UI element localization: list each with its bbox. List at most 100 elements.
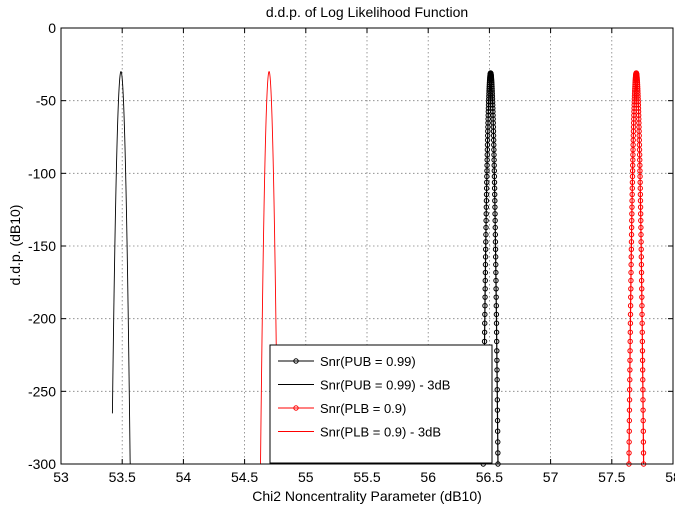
series-point xyxy=(626,387,633,393)
series-point xyxy=(481,338,488,345)
chart-title: d.d.p. of Log Likelihood Function xyxy=(266,4,468,20)
x-tick-label: 53 xyxy=(53,469,69,485)
x-tick-label: 57.5 xyxy=(598,469,625,485)
series-point xyxy=(634,80,641,86)
legend-marker xyxy=(293,405,299,411)
series-point xyxy=(640,417,646,424)
series-point xyxy=(491,162,497,168)
series-point xyxy=(483,198,490,204)
series-point xyxy=(482,261,489,268)
series-point xyxy=(489,96,496,102)
series-point xyxy=(635,90,641,97)
series-point xyxy=(482,311,488,318)
y-tick-label: 0 xyxy=(48,20,56,36)
x-tick-label: 56 xyxy=(420,469,436,485)
series-4 xyxy=(260,71,279,465)
series-point xyxy=(492,246,499,253)
series-point xyxy=(492,204,498,210)
series-point xyxy=(494,377,500,383)
series-point xyxy=(483,224,489,231)
legend: Snr(PUB = 0.99) Snr(PUB = 0.99) - 3dB Snr(… xyxy=(269,344,493,464)
x-tick-label: 54 xyxy=(176,469,192,485)
series-point xyxy=(629,198,635,204)
series-point xyxy=(483,185,490,191)
series-point xyxy=(638,269,645,276)
series-point xyxy=(482,303,488,309)
series-point xyxy=(638,231,644,238)
series-point xyxy=(637,162,643,168)
series-point xyxy=(639,367,646,373)
series-point xyxy=(628,261,634,268)
legend-item: Snr(PLB = 0.9) xyxy=(278,401,406,416)
series-point xyxy=(628,224,635,231)
series-point xyxy=(640,397,646,403)
series-point xyxy=(489,90,495,97)
series-point xyxy=(493,269,499,276)
series-point xyxy=(483,217,489,224)
x-axis-label: Chi2 Noncentrality Parameter (dB10) xyxy=(252,488,482,504)
x-tick-label: 55.5 xyxy=(353,469,380,485)
series-point xyxy=(635,96,641,102)
series-point xyxy=(640,407,646,413)
series-point xyxy=(636,147,643,153)
series-point xyxy=(635,112,642,118)
series-point xyxy=(635,93,641,99)
series-point xyxy=(635,108,642,115)
series-point xyxy=(640,439,647,445)
series-point xyxy=(492,211,498,217)
series-point xyxy=(639,286,645,292)
series-point xyxy=(629,217,635,224)
series-point xyxy=(491,179,498,185)
series-point xyxy=(637,191,644,198)
series-point xyxy=(639,338,646,345)
series-point xyxy=(493,320,500,326)
series-point xyxy=(628,277,634,284)
series-point xyxy=(626,407,633,413)
x-tick-label: 56.5 xyxy=(476,469,503,485)
series-point xyxy=(627,348,633,354)
series-point xyxy=(492,254,499,260)
series-point xyxy=(627,303,634,309)
series-point xyxy=(485,116,491,122)
series-point xyxy=(494,387,500,393)
series-point xyxy=(638,254,645,260)
series-point xyxy=(640,450,647,456)
series-point xyxy=(626,397,633,403)
series-point xyxy=(494,417,501,424)
x-tick-label: 55 xyxy=(298,469,314,485)
series-point xyxy=(493,294,499,300)
series-point xyxy=(482,246,489,253)
series-point xyxy=(494,407,501,413)
series-point xyxy=(627,329,633,335)
series-point xyxy=(482,286,488,292)
series-point xyxy=(639,348,646,354)
series-point xyxy=(482,277,488,284)
series-point xyxy=(491,157,497,163)
series-point xyxy=(489,80,495,86)
legend-label: Snr(PUB = 0.99) xyxy=(320,354,416,369)
y-axis-label: d.d.p. (dB10) xyxy=(7,205,23,286)
series-point xyxy=(635,102,642,108)
series-point xyxy=(639,320,645,326)
series-point xyxy=(626,428,632,434)
legend-box xyxy=(269,344,493,464)
legend-label: Snr(PLB = 0.9) xyxy=(320,401,406,416)
y-tick-label: -50 xyxy=(36,93,56,109)
series-point xyxy=(493,311,500,318)
series-point xyxy=(639,311,645,318)
series-point xyxy=(640,377,646,383)
series-point xyxy=(627,338,633,345)
legend-item: Snr(PLB = 0.9) - 3dB xyxy=(278,425,441,440)
series-point xyxy=(629,211,635,217)
series-point xyxy=(483,239,489,245)
series-point xyxy=(637,179,643,185)
legend-label: Snr(PUB = 0.99) - 3dB xyxy=(320,378,450,393)
series-point xyxy=(484,162,490,168)
series-point xyxy=(494,397,501,403)
series-point xyxy=(489,93,496,99)
series-point xyxy=(490,112,496,118)
series-point xyxy=(630,162,636,168)
legend-item: Snr(PUB = 0.99) - 3dB xyxy=(278,378,450,393)
series-point xyxy=(629,191,635,198)
series-point xyxy=(637,157,643,163)
